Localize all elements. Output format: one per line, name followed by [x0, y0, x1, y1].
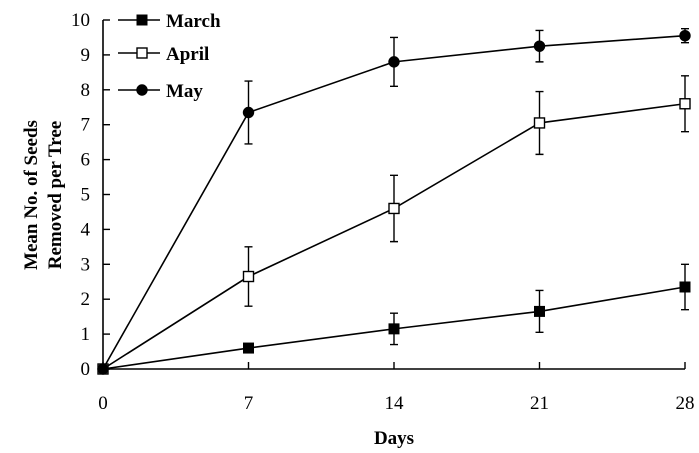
x-tick-label: 21 — [530, 393, 549, 414]
y-axis-title-line-1: Mean No. of Seeds — [21, 120, 42, 270]
legend-item-march: March — [118, 11, 221, 32]
y-tick-label: 7 — [81, 115, 91, 136]
y-axis-title-line-2: Removed per Tree — [45, 121, 66, 269]
series-may — [97, 28, 691, 375]
series-april-point-marker — [242, 270, 255, 283]
y-tick-label: 2 — [81, 289, 91, 310]
series-april-point-marker — [679, 98, 691, 110]
y-tick-label: 6 — [81, 150, 91, 171]
legend-label-may: May — [166, 81, 203, 102]
series-may-point-marker — [388, 56, 400, 68]
x-tick-label: 28 — [676, 393, 695, 414]
x-tick-label: 0 — [98, 393, 108, 414]
series-march-point-marker — [388, 323, 400, 335]
y-tick-label: 10 — [71, 10, 90, 31]
legend-march-marker — [136, 14, 148, 26]
series-april-point-marker — [388, 202, 400, 215]
series-may-point-marker — [242, 106, 255, 119]
legend-item-april: April — [118, 44, 209, 65]
series-april-point-marker — [533, 117, 546, 129]
x-tick-label: 14 — [385, 393, 405, 414]
series-march-point-marker — [243, 342, 254, 354]
series-may-point-marker — [533, 40, 546, 52]
y-axis-ticks: 0 1 2 3 4 5 6 7 8 9 10 — [71, 10, 110, 380]
y-axis-title: Mean No. of Seeds Removed per Tree — [21, 120, 66, 270]
y-tick-label: 4 — [81, 219, 91, 240]
series-march-point-marker — [534, 305, 545, 317]
series-april — [97, 75, 691, 375]
series-march-point-marker — [679, 281, 691, 293]
y-tick-label: 3 — [81, 254, 91, 275]
legend-label-april: April — [166, 44, 209, 65]
y-tick-label: 9 — [81, 45, 91, 66]
series-may-point-marker — [679, 30, 691, 42]
legend-item-may: May — [118, 81, 203, 102]
series-may-point-marker — [97, 363, 109, 375]
y-tick-label: 5 — [81, 185, 91, 206]
x-tick-label: 7 — [244, 393, 254, 414]
y-tick-label: 0 — [81, 359, 91, 380]
series-march — [97, 263, 691, 375]
legend: March April May — [118, 11, 221, 102]
legend-label-march: March — [166, 11, 221, 32]
x-axis-title: Days — [374, 428, 414, 449]
series-layer — [97, 28, 691, 375]
y-tick-label: 8 — [81, 80, 91, 101]
legend-april-marker — [136, 47, 148, 59]
y-tick-label: 1 — [81, 324, 91, 345]
legend-may-marker — [136, 84, 148, 96]
